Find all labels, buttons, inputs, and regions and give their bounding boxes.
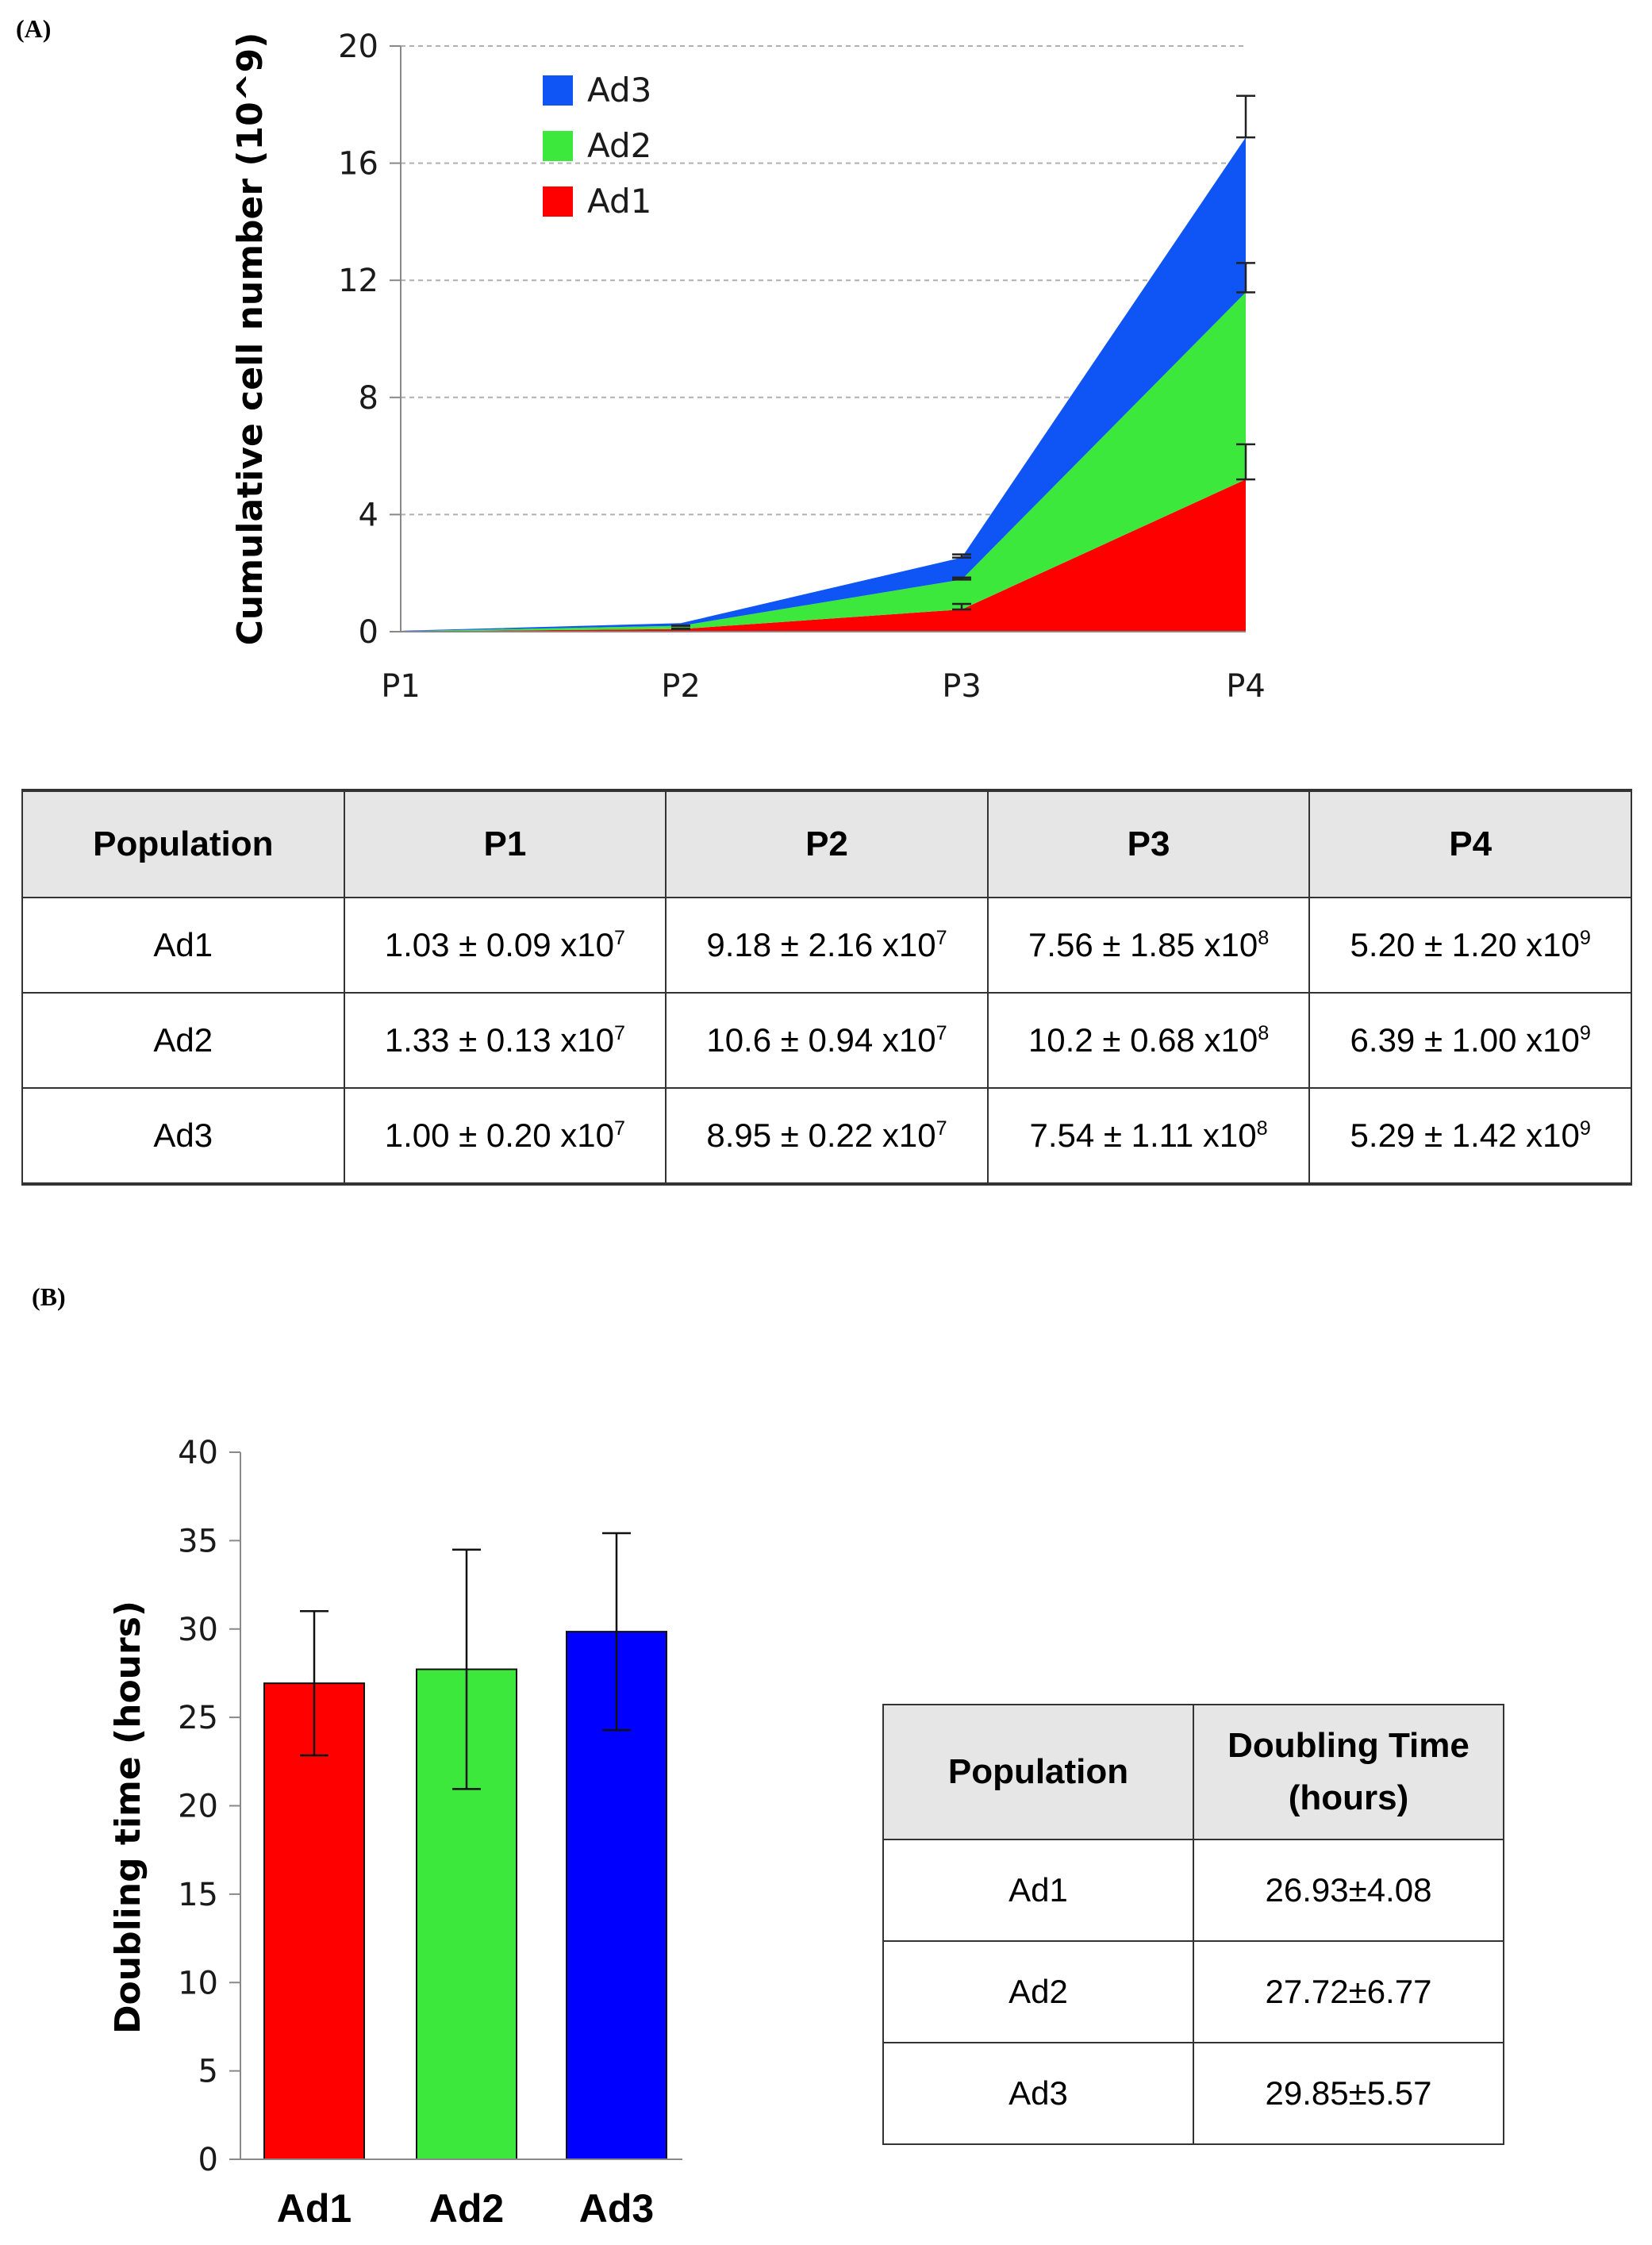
table-b-row-name: Ad1 [882, 1839, 1194, 1942]
area-ad1 [401, 479, 1246, 632]
x-tick-label: P2 [661, 668, 701, 705]
table-cell: 1.00 ± 0.20 x107 [343, 1087, 667, 1185]
y-tick-label: 8 [359, 380, 378, 417]
table-cell: 9.18 ± 2.16 x107 [665, 897, 989, 994]
table-cell: 5.20 ± 1.20 x109 [1308, 897, 1632, 994]
panel-a-label: (A) [16, 14, 52, 43]
x-category-label: Ad3 [579, 2186, 654, 2231]
doubling-time-chart: 0 5 10 15 20 25 30 35 40 Ad1 Ad2 Ad3 Doubling time (… [108, 1435, 682, 2231]
table-b-row-value: 26.93±4.08 [1193, 1839, 1504, 1942]
table-row: Ad2 1.33 ± 0.13 x107 10.6 ± 0.94 x107 10… [21, 992, 1632, 1089]
y-tick-label: 0 [198, 2142, 218, 2178]
cumulative-cell-table: Population P1 P2 P3 P4 Ad1 1.03 ± 0.09 x… [21, 789, 1632, 1186]
table-cell: 7.56 ± 1.85 x108 [986, 897, 1311, 994]
table-b-row-name: Ad3 [882, 2042, 1194, 2145]
table-cell: 6.39 ± 1.00 x109 [1308, 992, 1632, 1089]
table-cell: 1.33 ± 0.13 x107 [343, 992, 667, 1089]
legend-swatch-ad2 [543, 131, 573, 161]
table-b-row-name: Ad2 [882, 1940, 1194, 2043]
table-a-row-name: Ad2 [21, 992, 345, 1089]
x-tick-label: P1 [381, 668, 421, 705]
x-tick-label: P4 [1226, 668, 1266, 705]
table-row: Ad1 26.93±4.08 [882, 1839, 1504, 1942]
table-row: Ad3 1.00 ± 0.20 x107 8.95 ± 0.22 x107 7.… [21, 1087, 1632, 1185]
table-cell: 1.03 ± 0.09 x107 [343, 897, 667, 994]
legend-label-ad3: Ad3 [587, 71, 651, 110]
legend-label-ad2: Ad2 [587, 126, 651, 165]
y-tick-label: 25 [178, 1700, 218, 1736]
table-b-row-value: 29.85±5.57 [1193, 2042, 1504, 2145]
table-a-row-name: Ad1 [21, 897, 345, 994]
y-tick-label: 20 [338, 29, 378, 65]
cumulative-cell-number-chart: 0 4 8 12 16 20 P1 P2 P3 P4 Cumulative cell number … [230, 29, 1266, 705]
y-tick-label: 4 [359, 497, 378, 533]
table-a-header-p3: P3 [986, 790, 1311, 898]
x-tick-label: P3 [942, 668, 982, 705]
table-a-header-p2: P2 [665, 790, 989, 898]
y-tick-label: 0 [359, 614, 378, 651]
table-a-row-name: Ad3 [21, 1087, 345, 1185]
y-axis-title: Cumulative cell number (10^9) [230, 33, 271, 646]
table-a-header-p1: P1 [343, 790, 667, 898]
table-row: Ad3 29.85±5.57 [882, 2042, 1504, 2145]
table-cell: 10.6 ± 0.94 x107 [665, 992, 989, 1089]
table-b-header-doubling-time: Doubling Time (hours) [1193, 1704, 1504, 1840]
table-cell: 10.2 ± 0.68 x108 [986, 992, 1311, 1089]
legend-swatch-ad3 [543, 75, 573, 106]
x-category-label: Ad2 [429, 2186, 504, 2231]
y-tick-label: 5 [198, 2054, 218, 2090]
legend-swatch-ad1 [543, 186, 573, 217]
area-ad2 [401, 292, 1246, 632]
y-tick-label: 20 [178, 1789, 218, 1825]
x-category-label: Ad1 [277, 2186, 352, 2231]
y-tick-label: 12 [338, 263, 378, 299]
bar-ad1 [263, 1682, 365, 2160]
table-row: Ad1 1.03 ± 0.09 x107 9.18 ± 2.16 x107 7.… [21, 897, 1632, 994]
table-b-header-population: Population [882, 1704, 1194, 1840]
y-tick-label: 10 [178, 1965, 218, 2001]
y-tick-label: 30 [178, 1612, 218, 1648]
y-axis-title: Doubling time (hours) [108, 1601, 148, 2034]
table-cell: 5.29 ± 1.42 x109 [1308, 1087, 1632, 1185]
panel-b-label: (B) [32, 1282, 66, 1311]
table-cell: 8.95 ± 0.22 x107 [665, 1087, 989, 1185]
table-b-row-value: 27.72±6.77 [1193, 1940, 1504, 2043]
y-tick-label: 40 [178, 1435, 218, 1471]
y-tick-label: 15 [178, 1877, 218, 1913]
y-tick-label: 35 [178, 1523, 218, 1559]
doubling-time-table: Population Doubling Time (hours) Ad1 26.9… [882, 1704, 1504, 2145]
table-row: Ad2 27.72±6.77 [882, 1940, 1504, 2043]
y-tick-label: 16 [338, 146, 378, 183]
table-cell: 7.54 ± 1.11 x108 [986, 1087, 1311, 1185]
legend-label-ad1: Ad1 [587, 182, 651, 221]
table-a-header-p4: P4 [1308, 790, 1632, 898]
table-a-header-population: Population [21, 790, 345, 898]
